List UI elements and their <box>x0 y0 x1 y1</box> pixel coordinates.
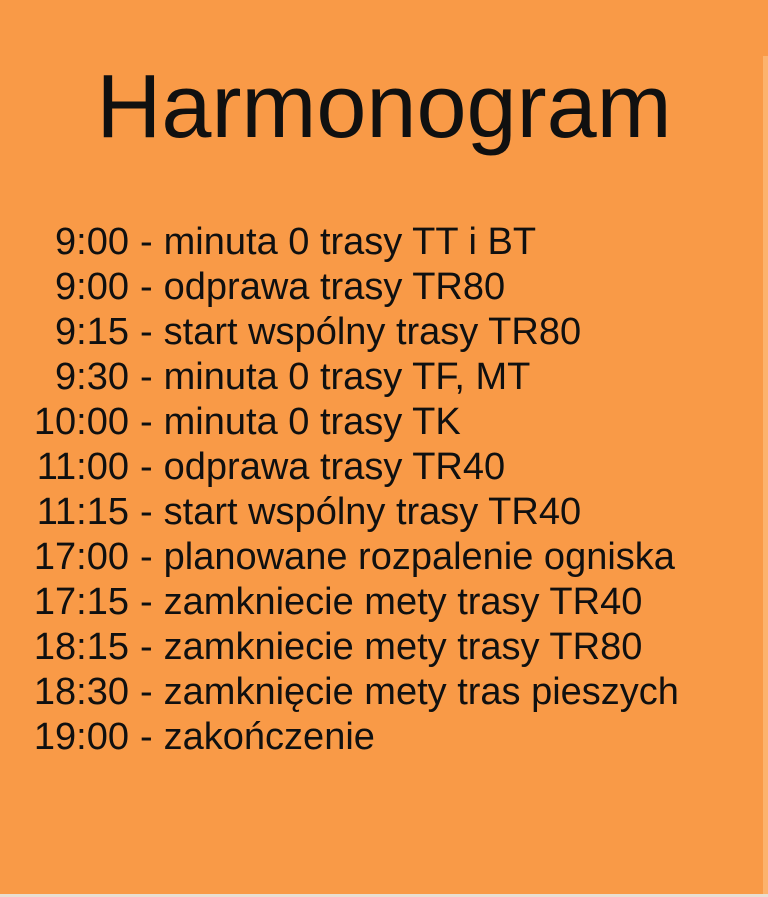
schedule-separator: - <box>140 580 153 623</box>
schedule-time: 9:30 <box>55 355 129 398</box>
schedule-row: 17:15 - zamkniecie mety trasy TR40 <box>33 580 768 625</box>
schedule-event: odprawa trasy TR80 <box>163 265 506 308</box>
schedule-time: 17:15 <box>33 580 129 623</box>
schedule-event: planowane rozpalenie ogniska <box>163 535 675 578</box>
schedule-separator: - <box>140 445 153 488</box>
schedule-event: odprawa trasy TR40 <box>163 445 506 488</box>
schedule-row: 11:15 - start wspólny trasy TR40 <box>33 490 768 535</box>
schedule-row: 19:00 - zakończenie <box>33 715 768 760</box>
schedule-time: 19:00 <box>33 715 129 758</box>
schedule-separator: - <box>140 490 153 533</box>
schedule-poster: Harmonogram 9:00 - minuta 0 trasy TT i B… <box>0 56 768 897</box>
schedule-event: zamkniecie mety trasy TR80 <box>163 625 643 668</box>
page-title: Harmonogram <box>96 57 672 157</box>
schedule-row: 9:00 - odprawa trasy TR80 <box>33 265 768 310</box>
schedule-separator: - <box>140 535 153 578</box>
schedule-separator: - <box>140 355 153 398</box>
schedule-row: 18:30 - zamknięcie mety tras pieszych <box>33 670 768 715</box>
schedule-list: 9:00 - minuta 0 trasy TT i BT 9:00 - odp… <box>0 220 768 760</box>
schedule-event: minuta 0 trasy TF, MT <box>163 355 531 398</box>
schedule-time: 17:00 <box>33 535 129 578</box>
schedule-separator: - <box>140 220 153 263</box>
schedule-event: zamknięcie mety tras pieszych <box>163 670 679 713</box>
schedule-time: 18:30 <box>33 670 129 713</box>
schedule-event: zamkniecie mety trasy TR40 <box>163 580 643 623</box>
schedule-row: 10:00 - minuta 0 trasy TK <box>33 400 768 445</box>
schedule-event: minuta 0 trasy TK <box>163 400 461 443</box>
schedule-time: 9:00 <box>55 220 129 263</box>
schedule-separator: - <box>140 715 153 758</box>
schedule-row: 17:00 - planowane rozpalenie ogniska <box>33 535 768 580</box>
schedule-row: 9:15 - start wspólny trasy TR80 <box>33 310 768 355</box>
schedule-time: 9:15 <box>55 310 129 353</box>
schedule-event: zakończenie <box>163 715 375 758</box>
schedule-time: 10:00 <box>33 400 129 443</box>
schedule-separator: - <box>140 625 153 668</box>
schedule-separator: - <box>140 310 153 353</box>
schedule-event: start wspólny trasy TR40 <box>163 490 582 533</box>
schedule-time: 9:00 <box>55 265 129 308</box>
schedule-time: 11:00 <box>36 445 129 488</box>
schedule-row: 18:15 - zamkniecie mety trasy TR80 <box>33 625 768 670</box>
schedule-row: 9:30 - minuta 0 trasy TF, MT <box>33 355 768 400</box>
schedule-separator: - <box>140 400 153 443</box>
schedule-separator: - <box>140 670 153 713</box>
right-edge-artifact <box>763 56 768 897</box>
schedule-time: 11:15 <box>36 490 129 533</box>
schedule-row: 11:00 - odprawa trasy TR40 <box>33 445 768 490</box>
schedule-event: minuta 0 trasy TT i BT <box>163 220 537 263</box>
schedule-row: 9:00 - minuta 0 trasy TT i BT <box>33 220 768 265</box>
schedule-separator: - <box>140 265 153 308</box>
schedule-time: 18:15 <box>33 625 129 668</box>
schedule-event: start wspólny trasy TR80 <box>163 310 582 353</box>
